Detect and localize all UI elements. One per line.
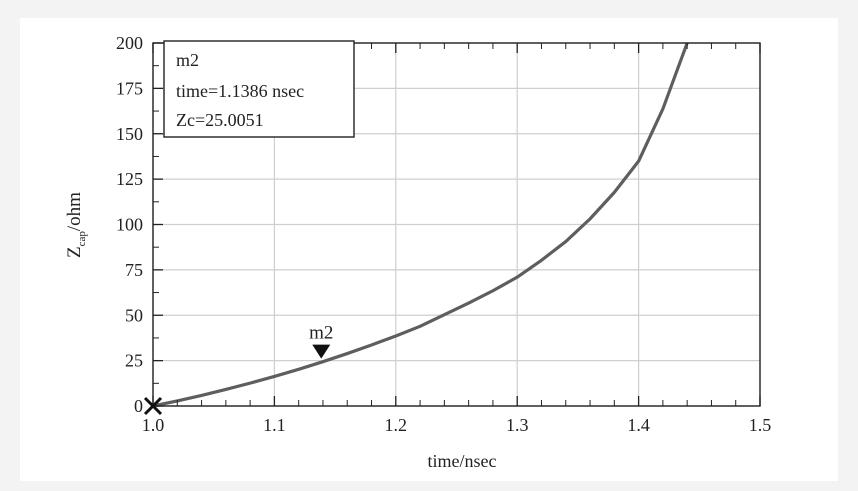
y-tick-label: 25: [125, 351, 143, 371]
y-tick-label: 200: [116, 33, 143, 53]
start-x-marker: [143, 396, 163, 416]
x-tick-label: 1.0: [142, 415, 165, 435]
y-tick-label: 175: [116, 78, 143, 98]
x-tick-label: 1.3: [506, 415, 529, 435]
y-tick-label: 75: [125, 260, 143, 280]
series-line-0: [152, 42, 689, 408]
y-tick-label: 100: [116, 215, 143, 235]
curve-layer: [152, 42, 689, 408]
y-axis-label-unit: /ohm: [64, 192, 85, 231]
impedance-chart: 1.0 1.1 1.2 1.3 1.4 1.5 0 25 50 75 100 125 150 175 200…: [20, 18, 838, 481]
marker-readout: m2 time=1.1386 nsec Zc=25.0051: [163, 40, 355, 138]
x-tick-label: 1.4: [627, 415, 650, 435]
y-tick-label: 125: [116, 169, 143, 189]
marker-readout-box: [163, 40, 355, 138]
readout-title: m2: [176, 50, 199, 70]
x-tick-label: 1.2: [385, 415, 408, 435]
y-axis-label: Zcap/ohm: [64, 192, 88, 258]
readout-time: time=1.1386 nsec: [176, 81, 304, 101]
y-axis-label-subscript: cap: [76, 231, 88, 247]
plot-frame: [152, 42, 761, 407]
marker-triangle-icon: [312, 344, 331, 359]
y-tick-label: 50: [125, 305, 143, 325]
x-tick-label: 1.1: [263, 415, 286, 435]
marker-label: m2: [309, 323, 333, 344]
start-marker-stroke-b: [143, 396, 163, 416]
y-tick-label: 0: [134, 396, 143, 416]
readout-zc: Zc=25.0051: [176, 110, 264, 130]
x-axis-label: time/nsec: [428, 451, 497, 471]
x-tick-label: 1.5: [749, 415, 772, 435]
y-tick-label: 150: [116, 124, 143, 144]
y-axis-label-symbol: Z: [64, 246, 85, 258]
marker-m2[interactable]: m2: [309, 323, 333, 359]
